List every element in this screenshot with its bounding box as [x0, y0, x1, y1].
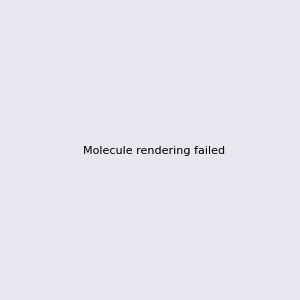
Text: Molecule rendering failed: Molecule rendering failed [83, 146, 225, 157]
